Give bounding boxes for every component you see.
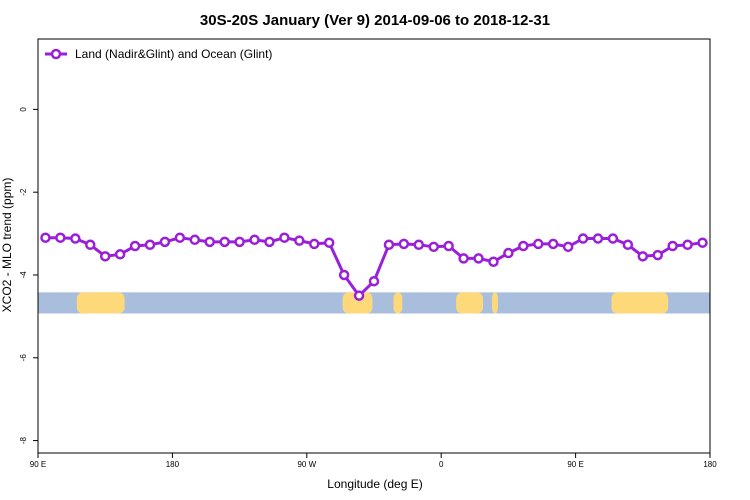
data-point <box>458 253 469 264</box>
data-point <box>174 232 186 243</box>
surface-band <box>38 292 710 314</box>
data-point <box>533 238 544 250</box>
data-point <box>488 256 499 267</box>
data-point <box>607 233 619 244</box>
land-span-3 <box>393 292 403 314</box>
x-tick-label: 90 W <box>297 460 316 469</box>
data-point <box>204 236 215 248</box>
x-tick-label: 180 <box>166 460 180 469</box>
land-span-4 <box>456 292 484 314</box>
x-tick-label: 180 <box>703 460 717 469</box>
data-point <box>428 241 439 253</box>
data-point <box>592 233 604 244</box>
data-point <box>323 237 335 248</box>
x-tick-label: 0 <box>439 460 444 469</box>
y-axis-label: XCO2 - MLO trend (ppm) <box>0 178 14 313</box>
data-point <box>294 235 305 246</box>
land-span-2 <box>342 292 373 314</box>
x-tick-label: 90 E <box>30 460 46 469</box>
data-point <box>503 247 514 259</box>
data-point <box>443 240 454 252</box>
data-point <box>189 234 201 246</box>
plot-frame <box>37 38 711 454</box>
land-span-5 <box>491 292 498 314</box>
legend: Land (Nadir&Glint) and Ocean (Glint) <box>45 47 272 61</box>
data-point <box>518 240 529 252</box>
data-point <box>159 236 171 248</box>
data-point <box>622 239 634 251</box>
data-point <box>234 236 245 248</box>
data-point <box>413 239 425 251</box>
series-line-1 <box>45 236 703 298</box>
y-tick-label: 0 <box>19 107 28 112</box>
data-point <box>652 249 663 261</box>
data-point <box>249 234 260 246</box>
x-tick-label: 90 E <box>567 460 583 469</box>
land-span-6 <box>611 292 669 314</box>
data-point <box>144 239 156 251</box>
data-point <box>219 236 230 248</box>
x-axis-label: Longitude (deg E) <box>327 477 422 491</box>
data-point <box>309 238 320 250</box>
y-tick-label: -2 <box>19 188 28 196</box>
data-point <box>682 239 693 251</box>
legend-marker <box>50 48 62 60</box>
data-point <box>697 237 708 248</box>
data-point <box>99 251 111 262</box>
data-point <box>353 290 365 301</box>
y-tick-label: -6 <box>19 354 28 362</box>
data-point <box>368 275 380 287</box>
data-point <box>473 253 484 264</box>
data-point <box>264 236 275 248</box>
data-point <box>577 233 589 244</box>
data-point <box>338 269 350 281</box>
data-point <box>562 241 574 253</box>
data-point <box>55 232 66 243</box>
data-point <box>70 233 81 244</box>
data-point <box>114 249 126 260</box>
data-point <box>279 232 290 243</box>
data-point <box>383 239 395 251</box>
data-point <box>667 240 678 252</box>
data-point <box>398 238 410 250</box>
ocean-band <box>38 292 710 314</box>
data-point <box>40 232 51 243</box>
data-point <box>85 239 96 251</box>
axes-layer: 90 E 180 90 W 0 90 E 180 0 -2 -4 -6 -8 <box>19 38 717 469</box>
data-point <box>547 238 559 250</box>
data-point <box>129 240 141 252</box>
series-layer <box>40 232 708 301</box>
y-tick-label: -4 <box>19 271 28 279</box>
data-point <box>637 251 649 262</box>
chart-title: 30S-20S January (Ver 9) 2014-09-06 to 20… <box>200 12 550 29</box>
land-span-1 <box>76 292 125 314</box>
legend-label: Land (Nadir&Glint) and Ocean (Glint) <box>75 47 272 61</box>
y-tick-label: -8 <box>19 436 28 444</box>
